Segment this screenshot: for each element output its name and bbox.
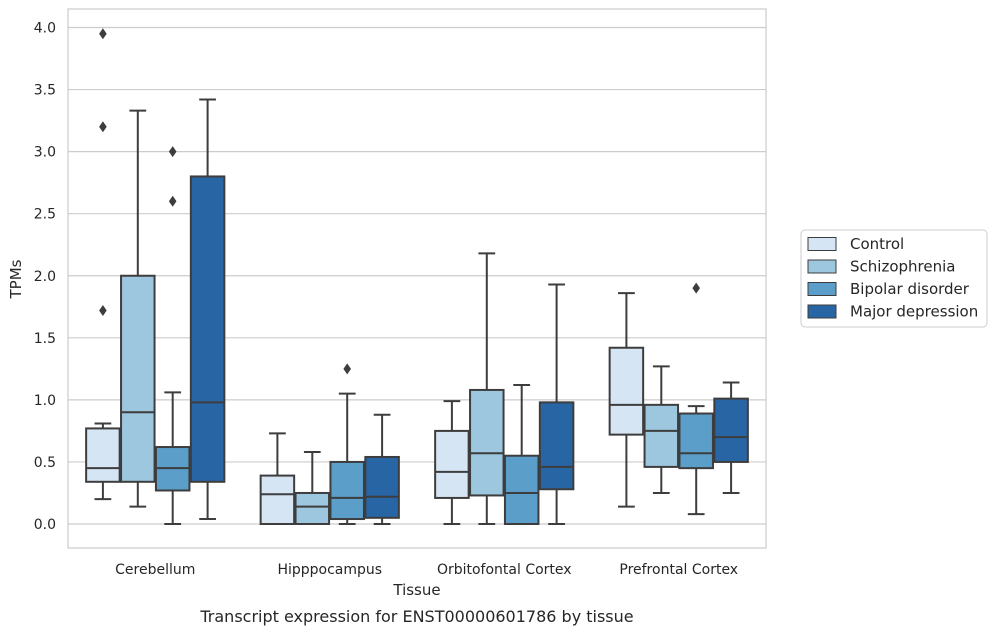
box-schizophrenia [120, 109, 156, 508]
box-iqr [294, 491, 331, 525]
legend-swatch [807, 282, 837, 296]
box-bipolar-disorder [503, 383, 540, 526]
box-bipolar-disorder [678, 282, 714, 516]
box-bipolar-disorder [329, 363, 365, 525]
y-axis-label: TPMs [7, 259, 25, 299]
legend: Control Schizophrenia Bipolar disorder Majo… [800, 229, 988, 328]
y-tick-label: 2.0 [34, 269, 56, 285]
box-iqr [538, 401, 575, 491]
outlier-marker [168, 146, 177, 158]
y-tick-label: 3.5 [34, 83, 56, 99]
box-iqr [189, 175, 226, 483]
box-control [85, 28, 121, 501]
box-schizophrenia [643, 365, 680, 494]
box-major-depression [189, 98, 226, 521]
outlier-marker [99, 305, 107, 317]
y-tick-label: 4.0 [34, 21, 56, 37]
x-axis-label: Tissue [392, 581, 440, 599]
y-tick-label: 2.5 [34, 207, 56, 223]
legend-swatch [807, 259, 837, 274]
y-tick-label: 0.5 [34, 455, 56, 471]
legend-frame [800, 229, 988, 328]
y-tick-label: 0.0 [34, 517, 56, 533]
x-tick-labels: Cerebellum Hipppocampus Orbitofontal Corte… [115, 562, 738, 578]
box-major-depression [538, 283, 575, 525]
box-control [608, 292, 645, 508]
box-control [434, 400, 470, 525]
box-iqr [503, 454, 540, 526]
legend-swatch [807, 304, 837, 319]
outlier-marker [99, 28, 107, 40]
x-tick-label: Prefrontal Cortex [619, 562, 738, 578]
box-iqr [85, 427, 121, 483]
box-iqr [713, 397, 749, 463]
legend-swatch [807, 237, 837, 251]
y-tick-label: 1.5 [34, 331, 56, 347]
box-iqr [678, 412, 714, 470]
plot-frame [67, 8, 767, 549]
box-schizophrenia [294, 451, 331, 525]
box-iqr [643, 403, 680, 468]
legend-label: Control [850, 235, 904, 253]
outlier-marker [168, 195, 177, 207]
box-iqr [364, 455, 400, 519]
box-control [259, 432, 296, 525]
legend-label: Bipolar disorder [850, 280, 970, 298]
y-tick-label: 1.0 [34, 393, 56, 409]
box-schizophrenia [469, 252, 505, 525]
outlier-marker [99, 121, 107, 133]
outlier-marker [343, 363, 351, 375]
legend-label: Major depression [850, 303, 978, 321]
box-iqr [469, 388, 505, 497]
box-iqr [434, 429, 470, 499]
box-iqr [120, 274, 156, 483]
x-tick-label: Orbitofontal Cortex [437, 562, 572, 578]
box-bipolar-disorder [154, 146, 191, 525]
figure-caption: Transcript expression for ENST0000060178… [199, 607, 633, 626]
outlier-marker [692, 282, 700, 294]
box-iqr [329, 460, 365, 521]
y-tick-labels: 0.0 0.5 1.0 1.5 2.0 2.5 3.0 3.5 4.0 [34, 21, 56, 534]
boxes [85, 28, 749, 526]
y-tick-label: 3.0 [34, 145, 56, 161]
box-major-depression [364, 413, 400, 525]
box-major-depression [713, 381, 749, 494]
box-iqr [608, 346, 645, 436]
legend-label: Schizophrenia [850, 258, 955, 276]
x-tick-label: Hipppocampus [277, 562, 382, 578]
x-tick-label: Cerebellum [115, 562, 195, 578]
box-iqr [259, 474, 296, 525]
